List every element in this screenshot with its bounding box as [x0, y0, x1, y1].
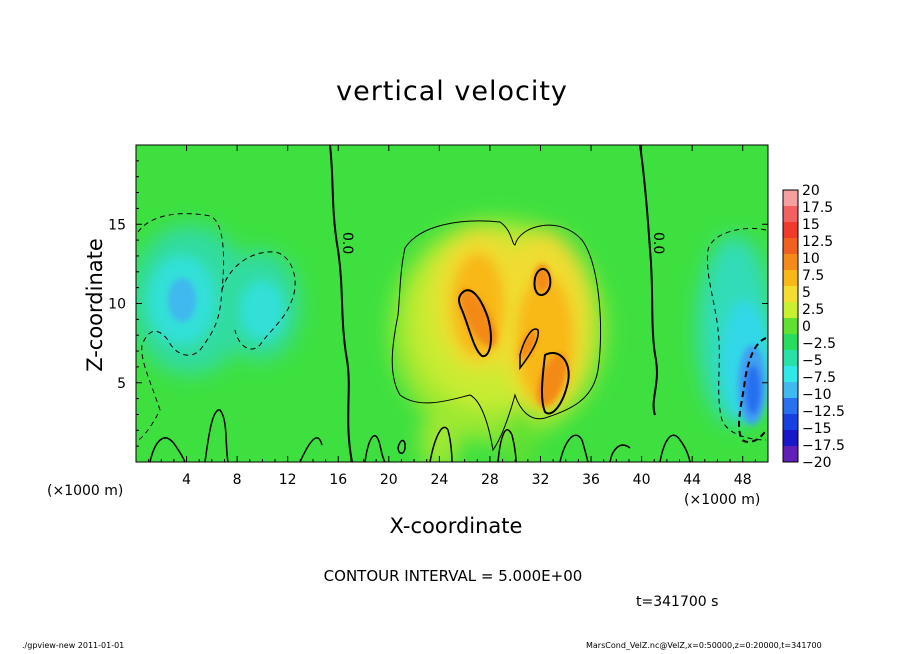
colorbar-label: 17.5 — [802, 200, 833, 216]
x-tick-label: 28 — [481, 472, 499, 488]
contour-lines — [137, 145, 767, 462]
x-tick-label: 40 — [633, 472, 651, 488]
colorbar-label: −7.5 — [802, 370, 836, 386]
y-tick-label: 10 — [108, 297, 126, 313]
neg-contour-right — [706, 227, 767, 441]
colorbar-swatch — [783, 222, 798, 239]
colorbar-label: −15 — [802, 421, 832, 437]
x-tick-label: 32 — [532, 472, 550, 488]
colorbar-swatch — [783, 382, 798, 399]
colorbar-label: 5 — [802, 285, 811, 301]
colorbar-label: −5 — [802, 353, 823, 369]
x-unit-label-left: (×1000 m) — [47, 483, 124, 499]
x-tick-label: 4 — [182, 472, 191, 488]
contour-label: 0.0 — [650, 232, 666, 254]
neg-contour-left-2 — [221, 251, 296, 350]
x-axis-label: X-coordinate — [389, 514, 523, 538]
colorbar-swatch — [783, 190, 798, 207]
colorbar-frame — [782, 189, 799, 463]
ten-contour-d — [519, 328, 539, 371]
x-unit-label-right: (×1000 m) — [684, 492, 761, 508]
colorbar-swatch — [783, 318, 798, 335]
time-label: t=341700 s — [636, 594, 719, 610]
y-axis-label: Z-coordinate — [83, 238, 107, 372]
x-axis: 4 8 12 16 20 24 28 32 36 40 44 48 — [148, 145, 756, 488]
colorbar-swatch — [783, 270, 798, 287]
colorbar-swatch — [783, 334, 798, 351]
x-tick-label: 20 — [380, 472, 398, 488]
heatmap-field — [136, 145, 768, 462]
colorbar-label: 12.5 — [802, 234, 833, 250]
five-contour-updraft — [391, 220, 602, 452]
colorbar-swatch — [783, 206, 798, 223]
colorbar-label: −17.5 — [802, 438, 845, 454]
x-tick-label: 12 — [279, 472, 297, 488]
x-tick-label: 16 — [329, 472, 347, 488]
colorbar-label: 10 — [802, 251, 820, 267]
footer-left-text: ./gpview-new 2011-01-01 — [22, 641, 125, 650]
ten-contour-a — [458, 289, 492, 358]
colorbar-label: −12.5 — [802, 404, 845, 420]
footer-right-text: MarsCond_VelZ.nc@VelZ,x=0:50000,z=0:2000… — [586, 641, 822, 650]
contour-label: 0.0 — [339, 232, 355, 254]
chart-title: vertical velocity — [336, 76, 568, 107]
y-tick-label: 5 — [117, 376, 126, 392]
colorbar-swatch — [783, 350, 798, 367]
y-axis: 5 10 15 — [108, 160, 768, 447]
colorbar-swatch — [783, 254, 798, 271]
colorbar-swatch — [783, 366, 798, 383]
colorbar-swatch — [783, 430, 798, 447]
colorbar-swatch — [783, 446, 798, 463]
contour-labels: 0.0 0.0 — [339, 232, 666, 254]
colorbar-label: 7.5 — [802, 268, 824, 284]
colorbar-label: 2.5 — [802, 302, 824, 318]
zero-contour-right — [639, 145, 658, 416]
x-tick-label: 48 — [734, 472, 752, 488]
colorbar-label: −10 — [802, 387, 832, 403]
contour-interval-text: CONTOUR INTERVAL = 5.000E+00 — [323, 567, 583, 585]
x-tick-label: 24 — [430, 472, 448, 488]
colorbar-swatch — [783, 414, 798, 431]
colorbar-swatch — [783, 286, 798, 303]
colorbar-label: −20 — [802, 455, 832, 471]
colorbar-swatch — [783, 238, 798, 255]
surface-contours — [149, 409, 691, 462]
zero-contour-left — [329, 145, 353, 462]
colorbar-swatch — [783, 398, 798, 415]
colorbar-label: −2.5 — [802, 336, 836, 352]
colorbar-swatch — [783, 302, 798, 319]
colorbar: 2017.51512.5107.552.50−2.5−5−7.5−10−12.5… — [782, 183, 845, 471]
colorbar-label: 0 — [802, 319, 811, 335]
x-tick-label: 8 — [233, 472, 242, 488]
colorbar-label: 15 — [802, 217, 820, 233]
x-tick-label: 44 — [683, 472, 701, 488]
ten-contour-b — [541, 352, 570, 415]
neg-ten-contour-right — [738, 337, 767, 443]
y-tick-label: 15 — [108, 217, 126, 233]
ten-contour-c — [533, 268, 552, 296]
x-tick-label: 36 — [582, 472, 600, 488]
colorbar-label: 20 — [802, 183, 820, 199]
